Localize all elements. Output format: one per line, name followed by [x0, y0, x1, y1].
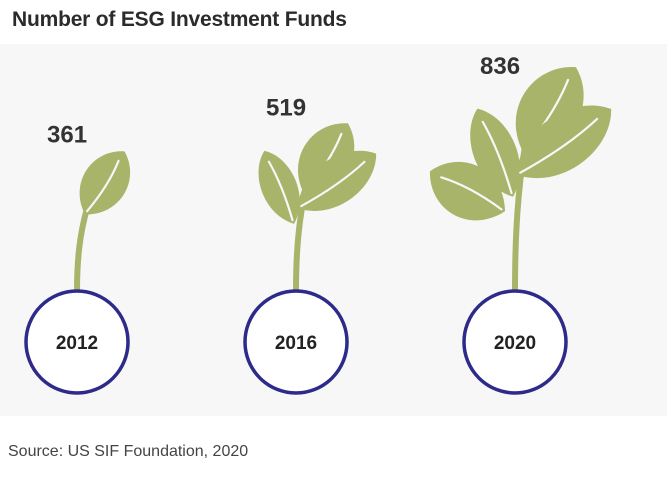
plant-group-2016: 2016 519 — [243, 95, 377, 395]
plant-leaf-2020-1 — [470, 108, 520, 197]
year-circle-2012 — [24, 289, 130, 395]
plant-leaf-2016-1 — [258, 150, 300, 224]
year-label-2016: 2016 — [275, 333, 317, 354]
year-circle-2020 — [462, 289, 568, 395]
source-note: Source: US SIF Foundation, 2020 — [8, 443, 249, 460]
year-label-2012: 2012 — [56, 333, 98, 354]
plant-stem-2012 — [74, 205, 90, 294]
chart-title: Number of ESG Investment Funds — [12, 8, 347, 31]
plant-group-2012: 2012 361 — [24, 122, 131, 395]
plant-leaf-vein-2012-0 — [86, 159, 120, 213]
plant-leaf-vein-2016-1 — [267, 160, 294, 222]
value-label-2012: 361 — [47, 122, 87, 149]
plant-leaf-2020-3 — [429, 162, 505, 221]
plant-leaf-vein-2016-2 — [300, 160, 366, 208]
chart-marks: 2012 361 2016 519 2020 836 — [24, 53, 612, 395]
plant-leaf-vein-2020-3 — [440, 176, 503, 211]
chart-panel: 2012 361 2016 519 2020 836 — [0, 44, 667, 416]
plant-leaf-2012-0 — [79, 151, 131, 215]
year-circle-2016 — [243, 289, 349, 395]
chart-svg: 2012 361 2016 519 2020 836 — [0, 44, 667, 416]
year-label-2020: 2020 — [494, 333, 536, 354]
plant-group-2020: 2020 836 — [429, 53, 612, 395]
plant-leaf-vein-2020-1 — [481, 120, 513, 195]
value-label-2020: 836 — [480, 53, 520, 80]
plant-leaf-vein-2020-2 — [519, 117, 599, 174]
value-label-2016: 519 — [266, 95, 306, 122]
